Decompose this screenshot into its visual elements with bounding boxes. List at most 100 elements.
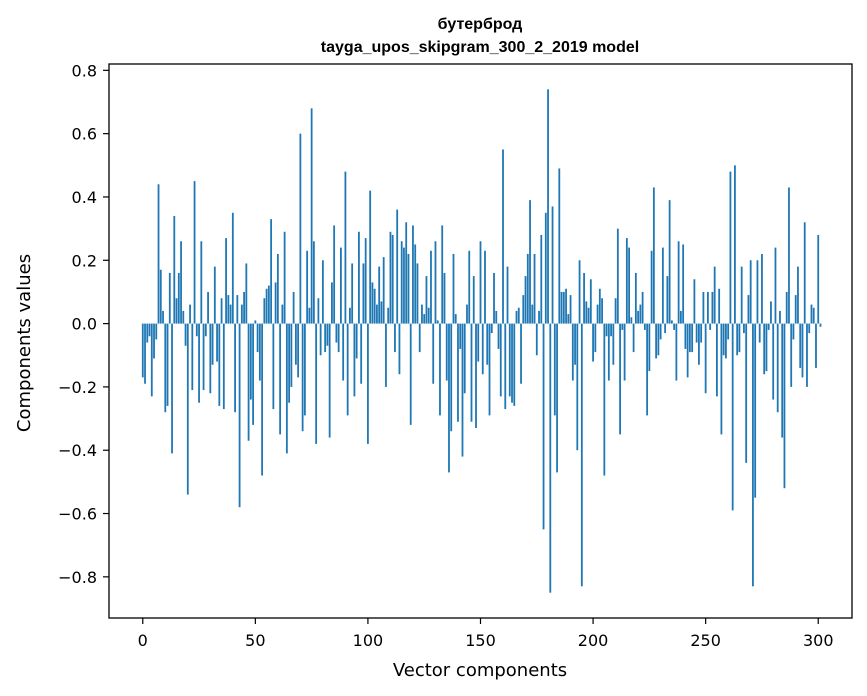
bar-component-186 — [560, 291, 563, 324]
bar-component-246 — [695, 323, 698, 343]
bar-component-171 — [526, 253, 529, 324]
bar-component-145 — [468, 250, 471, 324]
x-tick-label: 300 — [803, 631, 834, 650]
bar-component-235 — [670, 320, 673, 324]
bar-component-232 — [664, 323, 667, 334]
y-tick-label: 0.0 — [72, 315, 97, 334]
bar-component-71 — [301, 323, 304, 432]
bar-component-221 — [639, 304, 642, 324]
bar-component-69 — [297, 323, 300, 378]
bar-component-199 — [589, 279, 592, 324]
bar-component-111 — [391, 234, 394, 324]
bars-group — [141, 89, 822, 593]
bar-component-105 — [378, 266, 381, 324]
bar-component-90 — [344, 171, 347, 324]
bar-component-293 — [801, 323, 804, 378]
bar-component-46 — [245, 263, 248, 324]
bar-component-183 — [553, 323, 556, 416]
bar-component-100 — [367, 323, 369, 444]
bar-component-285 — [783, 323, 786, 489]
bar-component-196 — [583, 272, 585, 324]
bar-component-42 — [236, 295, 239, 324]
bar-component-284 — [781, 323, 784, 438]
bar-component-75 — [310, 108, 313, 324]
bar-component-127 — [427, 307, 430, 324]
bar-component-67 — [292, 291, 295, 324]
bar-component-109 — [387, 307, 390, 324]
bar-component-80 — [321, 260, 324, 324]
bar-component-27 — [202, 323, 205, 391]
bar-component-292 — [799, 323, 802, 368]
bar-component-113 — [396, 209, 399, 324]
bar-component-61 — [279, 323, 282, 435]
bar-component-174 — [533, 253, 536, 324]
bar-component-248 — [700, 323, 703, 343]
bar-component-268 — [745, 323, 748, 463]
bar-component-249 — [702, 291, 705, 324]
bar-component-211 — [616, 228, 619, 324]
bar-component-56 — [267, 285, 270, 324]
bar-component-160 — [502, 149, 504, 324]
bar-component-224 — [646, 323, 649, 416]
bar-component-301 — [819, 323, 822, 327]
bar-component-175 — [535, 323, 538, 356]
bar-component-57 — [270, 219, 273, 324]
bar-component-282 — [776, 323, 779, 413]
bar-component-115 — [400, 241, 403, 324]
bar-component-299 — [815, 323, 817, 368]
bar-component-39 — [229, 304, 232, 324]
bar-component-203 — [598, 288, 601, 324]
bar-component-195 — [580, 323, 583, 587]
bar-component-148 — [475, 323, 477, 429]
bar-component-31 — [211, 323, 214, 365]
bar-component-108 — [385, 323, 387, 387]
bar-component-144 — [466, 304, 468, 324]
bar-component-20 — [186, 323, 189, 495]
bar-component-68 — [294, 323, 297, 365]
bar-component-270 — [749, 260, 752, 324]
bar-component-9 — [162, 310, 164, 324]
x-tick-label: 0 — [138, 631, 148, 650]
x-tick-label: 100 — [353, 631, 384, 650]
bar-component-60 — [276, 253, 279, 324]
bar-component-177 — [540, 234, 543, 324]
x-tick-label: 200 — [578, 631, 609, 650]
bar-component-21 — [189, 304, 191, 324]
chart-title: бутерброд — [438, 16, 523, 33]
bar-component-41 — [234, 323, 236, 413]
bar-component-43 — [238, 323, 241, 508]
bar-component-216 — [628, 247, 630, 324]
bar-component-70 — [299, 133, 302, 324]
bar-component-159 — [499, 323, 502, 397]
bar-component-36 — [222, 323, 225, 410]
bar-component-263 — [734, 165, 736, 324]
bar-component-166 — [515, 310, 518, 324]
bar-component-91 — [346, 323, 349, 416]
bar-component-62 — [281, 304, 284, 324]
bar-component-167 — [517, 307, 520, 324]
bar-component-125 — [423, 314, 426, 324]
bar-component-254 — [713, 266, 716, 324]
bar-component-225 — [648, 323, 651, 372]
x-axis-label: Vector components — [393, 660, 567, 681]
bar-component-35 — [220, 298, 223, 324]
bar-component-244 — [691, 323, 694, 353]
bar-component-209 — [612, 323, 615, 365]
bar-component-260 — [727, 323, 730, 340]
bar-component-265 — [738, 323, 741, 353]
bar-component-286 — [785, 291, 788, 324]
bar-component-72 — [303, 323, 306, 416]
bar-component-256 — [718, 288, 721, 324]
bar-component-184 — [556, 323, 558, 473]
bar-component-247 — [698, 323, 700, 365]
bar-component-234 — [668, 200, 671, 324]
bar-component-281 — [774, 247, 777, 324]
bar-component-88 — [340, 247, 342, 324]
bar-component-110 — [389, 231, 392, 324]
bar-component-236 — [673, 323, 676, 330]
bar-component-137 — [450, 323, 453, 432]
bar-component-190 — [569, 295, 572, 324]
bar-component-240 — [682, 244, 685, 324]
bar-component-133 — [441, 225, 444, 324]
